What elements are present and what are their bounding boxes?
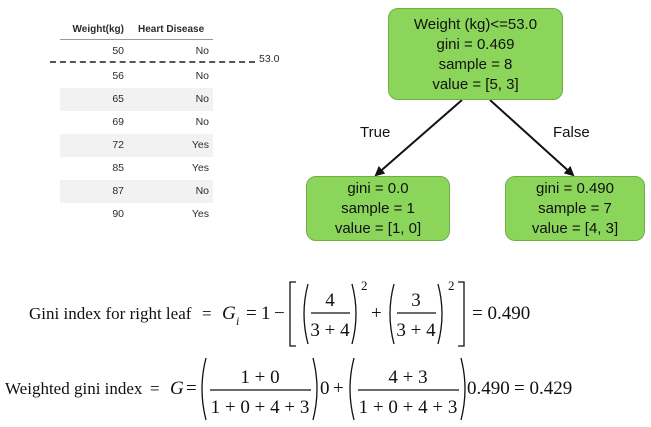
right-leaf-node: gini = 0.490 sample = 7 value = [4, 3] [505, 176, 645, 241]
cell-heart-disease: No [195, 185, 209, 197]
right-value: value = [4, 3] [531, 220, 619, 237]
left-sample: sample = 1 [341, 200, 415, 217]
formula1-exp2: 2 [448, 278, 455, 293]
cell-heart-disease: Yes [191, 139, 209, 151]
cell-weight: 50 [112, 45, 124, 57]
formula2-eq: = [150, 379, 160, 398]
table-row: 72 Yes [60, 134, 213, 157]
right-gini: gini = 0.490 [536, 180, 614, 197]
table-row: 87 No [60, 180, 213, 203]
formula1-result: = 0.490 [472, 303, 530, 324]
table-header: Weight(kg) Heart Disease [60, 22, 213, 40]
edge-false [489, 99, 575, 177]
cell-weight: 90 [112, 208, 124, 220]
formula1-minus: − [274, 303, 285, 324]
table-row: 85 Yes [60, 157, 213, 180]
root-gini: gini = 0.469 [436, 36, 515, 53]
formula2-den2: 1 + 0 + 4 + 3 [359, 397, 458, 418]
formula2-factor2: 0.490 [467, 378, 510, 399]
cell-weight: 85 [112, 162, 124, 174]
formula2-result: = 0.429 [514, 378, 572, 399]
cell-heart-disease: No [195, 93, 209, 105]
split-threshold-line [50, 61, 255, 63]
cell-weight: 87 [112, 185, 124, 197]
left-value: value = [1, 0] [334, 220, 422, 237]
formula1-subscript: i [236, 314, 239, 328]
cell-heart-disease: No [195, 45, 209, 57]
table-row: 90 Yes [60, 203, 213, 226]
formula1-eq2: = [246, 303, 257, 324]
cell-heart-disease: Yes [191, 162, 209, 174]
weight-table: Weight(kg) Heart Disease 50 No 56 No 65 … [60, 22, 213, 226]
table-row: 69 No [60, 111, 213, 134]
table-row: 56 No [60, 65, 213, 88]
false-branch-label: False [553, 124, 590, 141]
formula2-eq2: = [186, 378, 197, 399]
formula2-den1: 1 + 0 + 4 + 3 [211, 397, 310, 418]
formula1-num2: 3 [411, 290, 421, 311]
formula2-symbol: G [170, 378, 184, 399]
root-value: value = [5, 3] [432, 76, 519, 93]
formula2-label: Weighted gini index [5, 379, 143, 398]
left-leaf-node: gini = 0.0 sample = 1 value = [1, 0] [306, 176, 450, 241]
cell-heart-disease: Yes [191, 208, 209, 220]
formula1-symbol: G [222, 303, 236, 324]
root-node: Weight (kg)<=53.0 gini = 0.469 sample = … [388, 8, 563, 100]
formula1-den2: 3 + 4 [396, 320, 436, 341]
formula2-plus: + [333, 378, 344, 399]
split-threshold-label: 53.0 [259, 53, 280, 65]
cell-weight: 56 [112, 70, 124, 82]
formula2-factor1: 0 [320, 378, 330, 399]
formula2-num2: 4 + 3 [388, 367, 427, 388]
formula1-exp1: 2 [361, 278, 368, 293]
table-row: 65 No [60, 88, 213, 111]
formula1-eq: = [202, 304, 212, 323]
right-sample: sample = 7 [538, 200, 612, 217]
cell-heart-disease: No [195, 70, 209, 82]
formula1-one: 1 [261, 303, 271, 324]
header-weight: Weight(kg) [72, 24, 124, 35]
table-row: 50 No [60, 40, 213, 63]
header-divider [60, 39, 213, 40]
left-gini: gini = 0.0 [347, 180, 409, 197]
formula1-den1: 3 + 4 [310, 320, 350, 341]
formula1-plus: + [371, 303, 382, 324]
cell-heart-disease: No [195, 116, 209, 128]
cell-weight: 72 [112, 139, 124, 151]
root-split-condition: Weight (kg)<=53.0 [413, 16, 538, 33]
header-heart-disease: Heart Disease [138, 24, 205, 35]
root-sample: sample = 8 [438, 56, 513, 73]
formula1-label: Gini index for right leaf [29, 304, 192, 323]
edge-true [374, 99, 463, 177]
true-branch-label: True [360, 124, 391, 141]
cell-weight: 65 [112, 93, 124, 105]
cell-weight: 69 [112, 116, 124, 128]
formula1-num1: 4 [325, 290, 335, 311]
formula2-num1: 1 + 0 [240, 367, 279, 388]
